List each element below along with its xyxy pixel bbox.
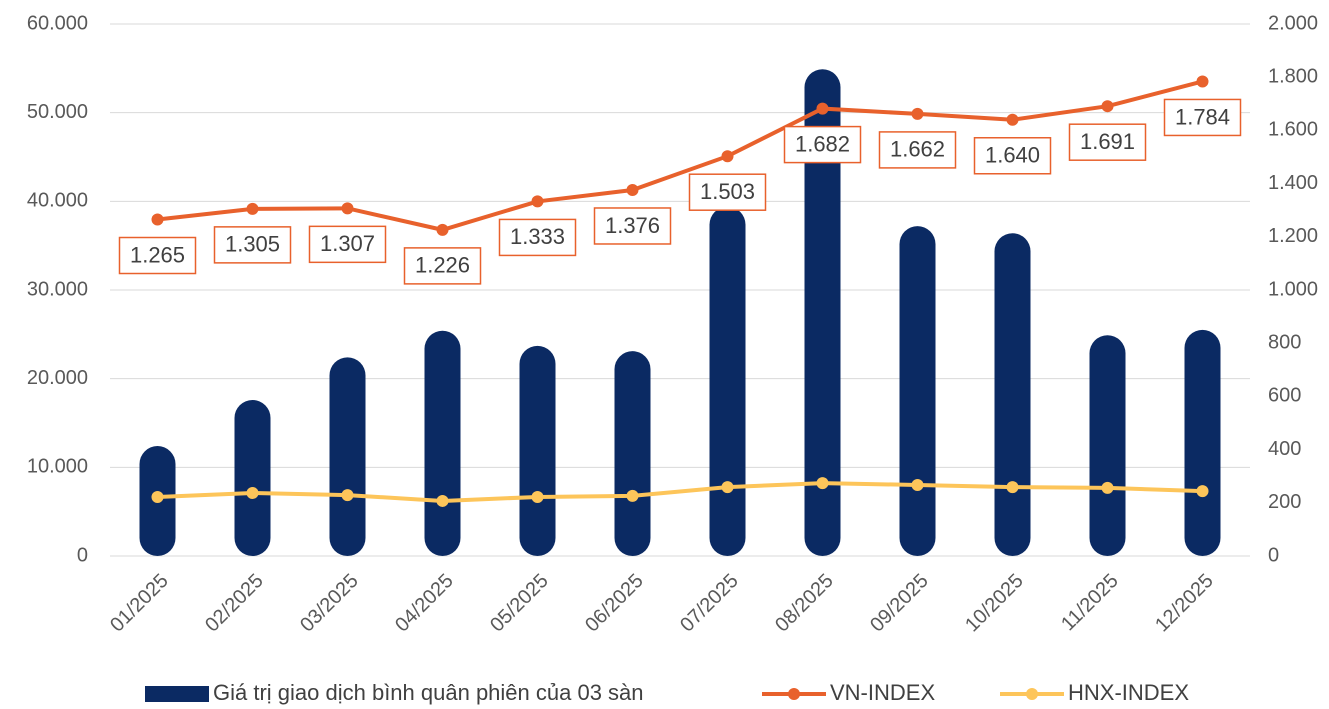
marker <box>341 202 354 215</box>
marker <box>721 150 734 163</box>
label-box <box>498 218 577 257</box>
label-box <box>1068 123 1147 161</box>
data-label: 1.265 <box>130 242 185 267</box>
y-tick-label: 0 <box>77 544 88 566</box>
label-box <box>688 173 767 211</box>
label-box <box>1163 98 1242 137</box>
x-tick-label: 08/2025 <box>771 570 838 637</box>
data-label: 1.333 <box>510 224 565 249</box>
bar <box>994 233 1031 556</box>
data-label: 1.640 <box>985 143 1040 168</box>
y2-tick-label: 200 <box>1268 491 1301 513</box>
label-box <box>593 207 672 245</box>
marker <box>436 494 449 507</box>
legend-label: VN-INDEX <box>830 680 935 705</box>
data-label: 1.503 <box>700 179 755 204</box>
marker <box>816 477 829 490</box>
y2-tick-label: 1.400 <box>1268 172 1318 194</box>
x-tick-label: 09/2025 <box>866 570 933 637</box>
data-label: 1.307 <box>320 231 375 256</box>
marker <box>816 102 829 115</box>
marker <box>1196 485 1209 498</box>
data-label: 1.376 <box>605 213 660 238</box>
legend-swatch <box>145 686 209 702</box>
label-box <box>973 137 1052 175</box>
data-label: 1.691 <box>1080 129 1135 154</box>
legend-label: HNX-INDEX <box>1068 680 1189 705</box>
data-label: 1.682 <box>795 131 850 156</box>
x-tick-label: 06/2025 <box>581 570 648 637</box>
marker <box>531 490 544 503</box>
marker <box>151 490 164 503</box>
y2-tick-label: 0 <box>1268 544 1279 566</box>
bar <box>709 206 746 557</box>
marker <box>436 223 449 236</box>
marker <box>721 481 734 494</box>
y2-tick-label: 2.000 <box>1268 12 1318 34</box>
marker <box>1101 481 1114 494</box>
x-tick-label: 10/2025 <box>961 570 1028 637</box>
x-tick-label: 05/2025 <box>486 570 553 637</box>
bar <box>1184 329 1221 556</box>
marker <box>151 213 164 226</box>
legend-marker <box>788 688 800 700</box>
y-tick-label: 10.000 <box>27 456 88 478</box>
x-tick-label: 12/2025 <box>1151 570 1218 637</box>
bar <box>804 69 841 556</box>
line <box>157 79 1204 232</box>
y-tick-label: 40.000 <box>27 190 88 212</box>
y2-tick-label: 1.200 <box>1268 225 1318 247</box>
marker <box>911 478 924 491</box>
y2-tick-label: 1.000 <box>1268 278 1318 300</box>
marker <box>246 486 259 499</box>
data-label: 1.784 <box>1175 104 1230 129</box>
bar <box>1089 335 1126 556</box>
x-tick-label: 04/2025 <box>391 570 458 637</box>
label-box <box>213 226 292 264</box>
bar <box>234 399 271 556</box>
marker <box>1006 113 1019 126</box>
data-label: 1.662 <box>890 137 945 162</box>
label-box <box>118 236 197 275</box>
legend-label: Giá trị giao dịch bình quân phiên của 03… <box>213 680 644 705</box>
data-label: 1.305 <box>225 232 280 257</box>
data-label: 1.226 <box>415 253 470 278</box>
marker <box>911 107 924 120</box>
bar <box>424 330 461 556</box>
marker <box>626 183 639 196</box>
y2-tick-label: 600 <box>1268 385 1301 407</box>
marker <box>1196 75 1209 88</box>
y-tick-label: 60.000 <box>27 12 88 34</box>
bar <box>614 351 651 556</box>
y2-tick-label: 1.600 <box>1268 119 1318 141</box>
y2-tick-label: 400 <box>1268 438 1301 460</box>
marker <box>1101 100 1114 113</box>
x-tick-label: 02/2025 <box>201 570 268 637</box>
x-tick-label: 01/2025 <box>106 570 173 637</box>
label-box <box>403 247 482 285</box>
label-box <box>783 125 862 164</box>
y2-tick-label: 800 <box>1268 331 1301 353</box>
marker <box>626 489 639 502</box>
y-tick-label: 30.000 <box>27 278 88 300</box>
bar <box>899 226 936 556</box>
x-tick-label: 03/2025 <box>296 570 363 637</box>
label-box <box>308 225 387 264</box>
y2-tick-label: 1.800 <box>1268 65 1318 87</box>
bar <box>329 357 366 556</box>
y-tick-label: 50.000 <box>27 101 88 123</box>
label-box <box>878 131 957 169</box>
line <box>157 481 1203 503</box>
x-tick-label: 11/2025 <box>1057 570 1123 636</box>
bar <box>519 345 556 556</box>
marker <box>1006 481 1019 494</box>
marker <box>246 202 259 215</box>
marker <box>341 489 354 502</box>
legend-marker <box>1026 688 1038 700</box>
y-tick-label: 20.000 <box>27 367 88 389</box>
marker <box>531 195 544 208</box>
x-tick-label: 07/2025 <box>676 570 743 637</box>
